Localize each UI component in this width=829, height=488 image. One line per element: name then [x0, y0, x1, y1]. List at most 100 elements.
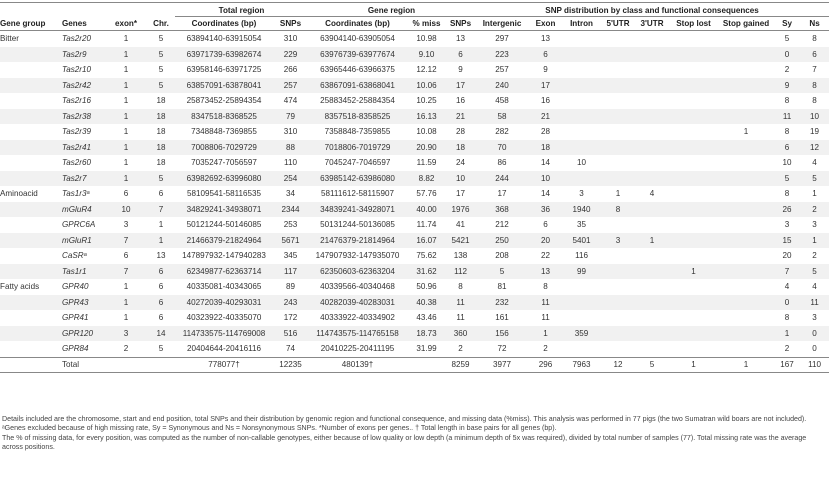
table-cell	[669, 186, 718, 202]
col-header-total-coordinates: Coordinates (bp)	[175, 16, 273, 31]
table-cell: 110	[284, 158, 297, 168]
table-cell: 8	[800, 77, 829, 93]
table-cell: 18	[147, 108, 175, 124]
table-cell: 368	[475, 201, 530, 217]
table-cell: 8	[458, 282, 463, 292]
table-cell	[718, 341, 774, 357]
table-cell: 17	[529, 77, 563, 93]
table-cell	[562, 77, 602, 93]
table-cell: 40339566-40340468	[320, 282, 395, 292]
table-cell: 28	[456, 127, 466, 137]
header-row-columns: Gene group Genes exon* Chr. Coordinates …	[0, 16, 829, 31]
total-region-header: Total region	[175, 2, 308, 17]
table-cell	[635, 155, 669, 171]
col-header-exon-snps: Exon	[529, 16, 563, 31]
table-cell: 63958146-63971725	[186, 65, 262, 75]
table-cell: 8	[812, 96, 817, 106]
table-cell: 9	[774, 77, 801, 93]
table-cell	[562, 31, 601, 47]
table-cell: 8	[601, 201, 636, 217]
col-header-exon: exon*	[105, 16, 147, 31]
table-cell: 257	[273, 77, 308, 93]
col-header-total-snps: SNPs	[273, 16, 308, 31]
table-cell: 1	[105, 46, 147, 62]
table-cell: 117	[273, 263, 308, 279]
table-cell: 9	[543, 65, 548, 75]
table-cell: 232	[475, 294, 530, 310]
table-cell	[669, 31, 718, 47]
table-cell: 254	[273, 170, 308, 186]
gene-group-cell	[0, 93, 62, 109]
table-cell	[562, 62, 601, 78]
col-header-miss: % miss	[407, 16, 446, 31]
table-cell: 63985142-63986080	[308, 170, 407, 186]
table-footnotes: Details included are the chromosome, sta…	[2, 415, 828, 453]
table-cell: 5	[158, 344, 164, 354]
table-cell: 43.46	[416, 313, 437, 323]
table-cell: 3	[812, 313, 817, 323]
table-cell: 240	[475, 77, 530, 93]
table-cell: 10	[577, 158, 587, 168]
gene-name-cell: Tas2r9	[62, 46, 105, 62]
table-cell: 70	[475, 139, 530, 155]
table-row: Tas2r41 1 18 7008806-7029729 88 7018806-70197…	[0, 139, 829, 155]
table-cell: 10.08	[416, 127, 437, 137]
table-cell	[718, 139, 775, 155]
table-cell: 1	[123, 34, 129, 44]
table-cell: 5	[800, 170, 829, 186]
table-cell: 116	[575, 251, 588, 261]
table-cell	[562, 108, 602, 124]
table-cell: 9	[458, 65, 463, 75]
table-cell	[601, 325, 636, 341]
table-cell	[601, 341, 635, 357]
table-cell	[635, 139, 670, 155]
table-cell: 13	[541, 34, 551, 44]
table-cell: 18	[156, 158, 166, 168]
table-cell	[562, 279, 601, 295]
total-cell: 12235	[273, 356, 308, 373]
table-cell: 6	[158, 313, 164, 323]
col-header-chr: Chr.	[147, 16, 175, 31]
table-cell: 34	[285, 189, 295, 199]
col-header-sy: Sy	[774, 16, 801, 31]
table-row: Tas2r39 1 18 7348848-7369855 310 7358848-7359…	[0, 124, 829, 140]
table-cell: 19	[810, 127, 820, 137]
table-cell: 17	[446, 77, 476, 93]
table-cell	[601, 248, 635, 264]
gene-group-cell	[0, 62, 62, 78]
table-cell: 8357518-8358525	[308, 108, 407, 124]
table-cell: 72	[497, 344, 507, 354]
table-cell: 474	[283, 96, 298, 106]
table-cell	[718, 77, 775, 93]
table-cell	[718, 201, 775, 217]
table-cell: 1	[105, 139, 147, 155]
table-cell	[669, 108, 719, 124]
table-cell: 156	[475, 325, 530, 341]
table-cell: 2	[784, 65, 790, 75]
table-cell	[562, 310, 601, 326]
table-cell: 2	[458, 344, 463, 354]
table-row: mGluR4 10 7 34829241-34938071 2344 34839241-3…	[0, 201, 829, 217]
table-cell	[601, 170, 636, 186]
table-cell	[601, 77, 636, 93]
table-cell: 1	[123, 313, 129, 323]
table-cell	[718, 310, 774, 326]
gene-name-cell: Tas2r39	[62, 127, 91, 137]
table-cell: 8347518-8368525	[175, 108, 273, 124]
table-cell	[635, 77, 670, 93]
table-cell: 2	[123, 344, 129, 354]
table-cell	[635, 93, 669, 109]
table-cell: 5	[147, 46, 175, 62]
table-cell: 161	[495, 313, 509, 323]
table-cell	[669, 77, 719, 93]
table-cell: 18	[156, 127, 166, 137]
table-cell: 212	[495, 220, 509, 230]
table-cell: 1	[105, 294, 147, 310]
table-cell	[669, 139, 719, 155]
table-cell: 20410225-20411195	[320, 344, 395, 354]
table-cell: 5671	[273, 232, 308, 248]
table-cell: 1	[123, 65, 129, 75]
snp-distribution-header: SNP distribution by class and functional…	[475, 2, 829, 17]
table-cell: 8	[784, 127, 790, 137]
table-row: GPRC6A 3 1 50121244-50146085 253 50131244-501…	[0, 217, 829, 233]
